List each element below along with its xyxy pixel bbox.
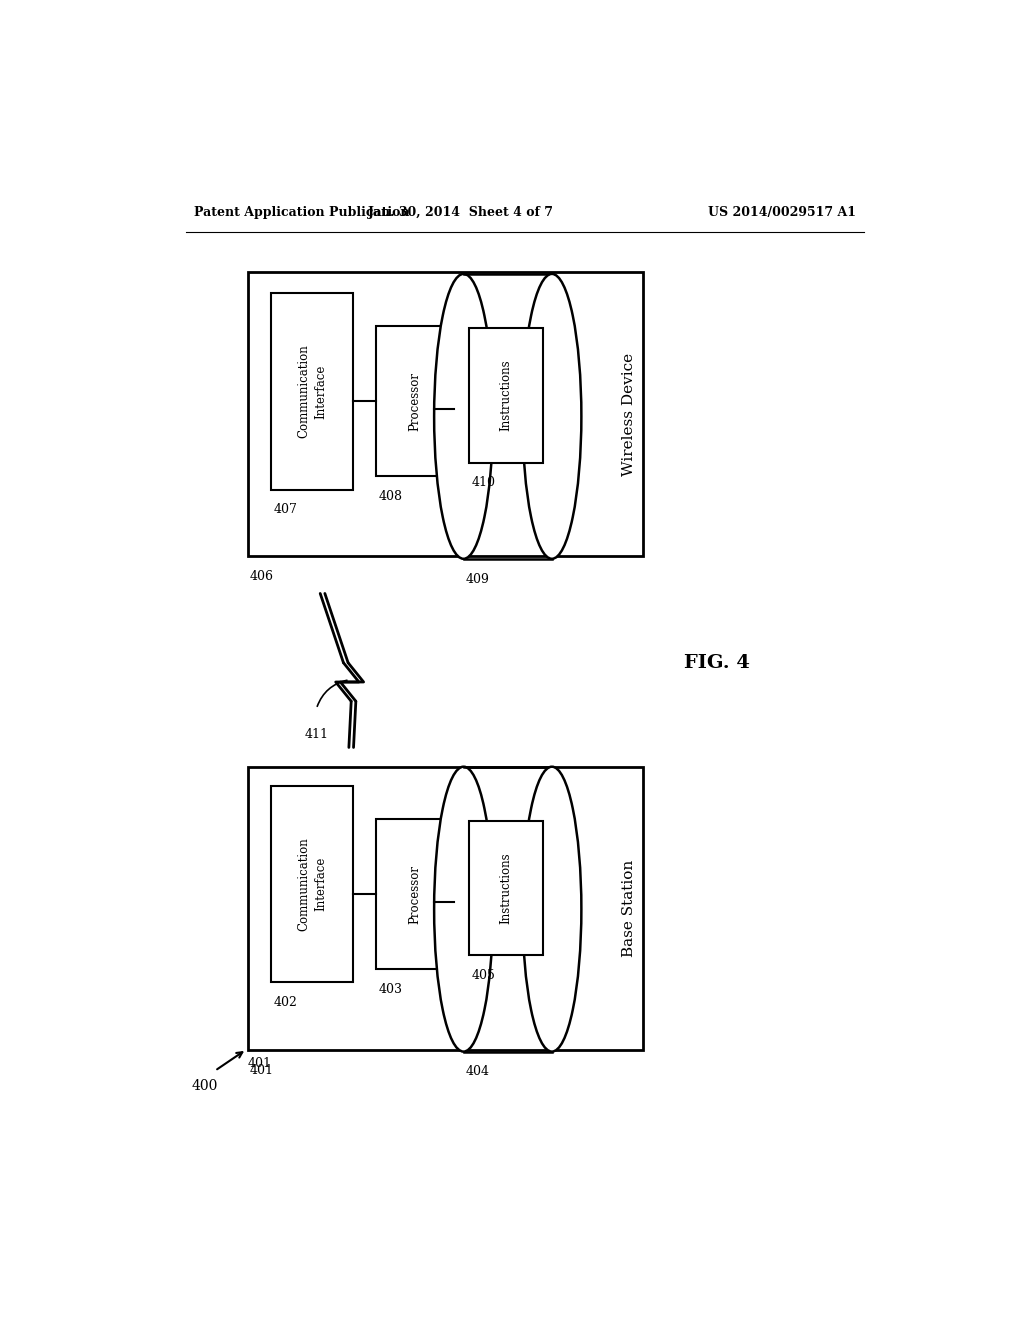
Text: 407: 407: [273, 503, 298, 516]
Ellipse shape: [522, 275, 582, 558]
Text: Patent Application Publication: Patent Application Publication: [194, 206, 410, 219]
Text: 405: 405: [471, 969, 496, 982]
Text: FIG. 4: FIG. 4: [684, 653, 750, 672]
Bar: [376, 818, 454, 969]
Text: 403: 403: [378, 983, 402, 997]
Text: 406: 406: [250, 570, 273, 582]
Text: Base Station: Base Station: [623, 859, 637, 957]
Text: Communication
Interface: Communication Interface: [297, 837, 327, 931]
Bar: [271, 293, 352, 490]
Text: Instructions: Instructions: [500, 359, 512, 432]
Text: 404: 404: [466, 1065, 489, 1078]
Text: 411: 411: [305, 729, 329, 742]
Text: Processor: Processor: [409, 865, 421, 924]
Bar: [469, 821, 543, 956]
Ellipse shape: [434, 275, 493, 558]
Text: 402: 402: [273, 997, 298, 1010]
Ellipse shape: [522, 767, 582, 1052]
Text: Communication
Interface: Communication Interface: [297, 345, 327, 438]
Text: 400: 400: [191, 1078, 218, 1093]
Bar: [248, 272, 643, 556]
Text: 410: 410: [471, 477, 496, 490]
Text: 401: 401: [250, 1064, 273, 1077]
Text: 408: 408: [378, 490, 402, 503]
Bar: [469, 327, 543, 462]
Ellipse shape: [434, 767, 493, 1052]
Bar: [248, 767, 643, 1051]
Bar: [376, 326, 454, 477]
Text: Wireless Device: Wireless Device: [623, 352, 637, 475]
Text: 409: 409: [466, 573, 489, 586]
Bar: [271, 785, 352, 982]
Text: 401: 401: [248, 1057, 272, 1071]
Text: Jan. 30, 2014  Sheet 4 of 7: Jan. 30, 2014 Sheet 4 of 7: [369, 206, 554, 219]
Text: Instructions: Instructions: [500, 853, 512, 924]
Text: US 2014/0029517 A1: US 2014/0029517 A1: [709, 206, 856, 219]
Text: Processor: Processor: [409, 372, 421, 430]
